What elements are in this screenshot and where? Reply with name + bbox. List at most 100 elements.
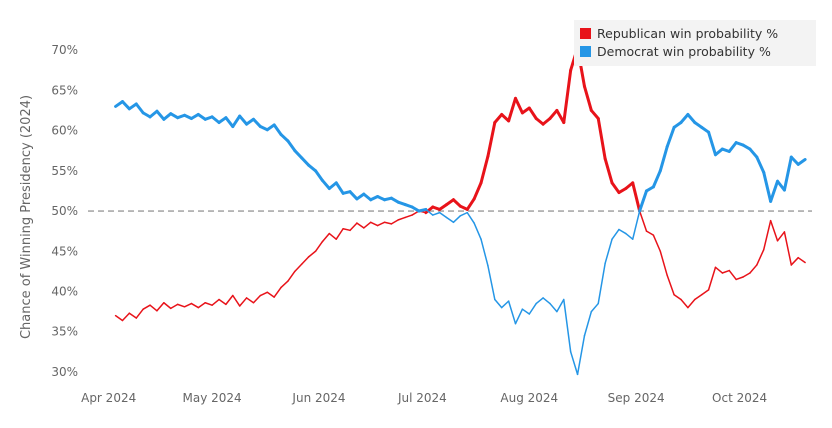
y-tick-label: 65% — [51, 83, 78, 97]
series-segment — [432, 211, 441, 216]
series-segment — [169, 303, 179, 310]
series-segment — [618, 228, 627, 235]
series-segment — [556, 298, 565, 313]
x-tick-label: Jul 2024 — [397, 391, 447, 405]
series-segment — [224, 116, 235, 129]
series-segment — [363, 221, 372, 229]
series-segment — [204, 302, 213, 306]
series-segment — [134, 102, 145, 115]
x-tick-label: Aug 2024 — [500, 391, 558, 405]
x-tick-label: Oct 2024 — [712, 391, 767, 405]
series-segment — [272, 123, 283, 137]
series-segment — [563, 298, 572, 353]
y-axis-title-group: Chance of Winning Presidency (2024) — [19, 95, 34, 339]
series-lines — [114, 46, 807, 376]
series-segment — [694, 293, 703, 301]
series-segment — [211, 298, 220, 306]
axis-ticks: 30% 35% 40% 45% 50% 55% 60% 65% 70% Apr 2024 May 2… — [51, 43, 767, 405]
series-segment — [342, 227, 351, 232]
series-segment — [542, 297, 551, 305]
series-segment — [218, 298, 227, 306]
series-segment — [603, 157, 614, 185]
series-segment — [652, 234, 662, 253]
series-segment — [465, 197, 476, 211]
series-segment — [687, 298, 696, 309]
series-segment — [762, 219, 772, 251]
series-segment — [307, 250, 317, 258]
series-segment — [397, 216, 406, 221]
series-segment — [479, 154, 490, 185]
series-segment — [238, 297, 248, 307]
series-segment — [300, 156, 311, 167]
series-segment — [280, 280, 289, 289]
series-segment — [527, 106, 538, 120]
series-segment — [349, 222, 358, 232]
series-segment — [390, 219, 400, 225]
series-republican — [114, 46, 806, 322]
series-segment — [197, 302, 206, 309]
series-segment — [590, 302, 599, 313]
series-segment — [273, 286, 282, 298]
series-segment — [507, 96, 517, 123]
series-segment — [562, 68, 573, 125]
series-segment — [466, 211, 475, 224]
series-segment — [514, 308, 524, 325]
series-segment — [121, 312, 131, 322]
series-segment — [486, 121, 497, 158]
series-segment — [163, 302, 172, 310]
series-segment — [604, 238, 613, 265]
series-segment — [252, 294, 262, 304]
series-segment — [700, 289, 710, 296]
series-segment — [156, 302, 165, 312]
series-segment — [679, 112, 690, 125]
series-segment — [128, 312, 138, 319]
x-tick-label: Sep 2024 — [608, 391, 665, 405]
series-segment — [748, 147, 759, 159]
x-tick-label: Jun 2024 — [291, 391, 345, 405]
series-segment — [707, 266, 717, 291]
series-segment — [714, 266, 724, 274]
x-tick-label: May 2024 — [183, 391, 242, 405]
series-segment — [383, 221, 393, 225]
legend-swatch — [580, 28, 591, 39]
series-segment — [231, 114, 242, 129]
series-segment — [659, 250, 668, 277]
y-tick-label: 55% — [51, 164, 78, 178]
series-segment — [611, 228, 620, 240]
series-segment — [665, 125, 676, 149]
series-segment — [597, 262, 606, 305]
series-segment — [686, 112, 697, 125]
series-segment — [528, 302, 537, 315]
series-segment — [776, 231, 786, 242]
series-segment — [521, 308, 531, 315]
legend: Republican win probability % Democrat win… — [574, 20, 816, 66]
series-segment — [782, 155, 793, 192]
series-segment — [334, 181, 345, 195]
series-segment — [569, 351, 579, 376]
series-segment — [727, 141, 738, 153]
series-segment — [610, 181, 621, 195]
series-segment — [755, 155, 766, 174]
series-segment — [493, 112, 504, 125]
series-segment — [658, 145, 669, 173]
series-segment — [742, 272, 751, 278]
series-segment — [514, 96, 524, 115]
series-segment — [348, 190, 359, 201]
series-democrat — [114, 100, 807, 376]
series-segment — [294, 263, 303, 273]
y-tick-label: 40% — [51, 284, 78, 298]
series-segment — [631, 210, 641, 240]
series-segment — [535, 297, 544, 305]
series-segment — [404, 214, 413, 219]
series-segment — [120, 100, 131, 111]
legend-label: Democrat win probability % — [597, 44, 771, 59]
series-segment — [582, 84, 593, 112]
series-segment — [356, 222, 365, 229]
series-segment — [445, 216, 455, 224]
series-segment — [245, 297, 255, 304]
series-segment — [114, 314, 124, 322]
x-tick-label: Apr 2024 — [81, 391, 136, 405]
series-segment — [756, 248, 765, 266]
series-segment — [473, 222, 482, 240]
